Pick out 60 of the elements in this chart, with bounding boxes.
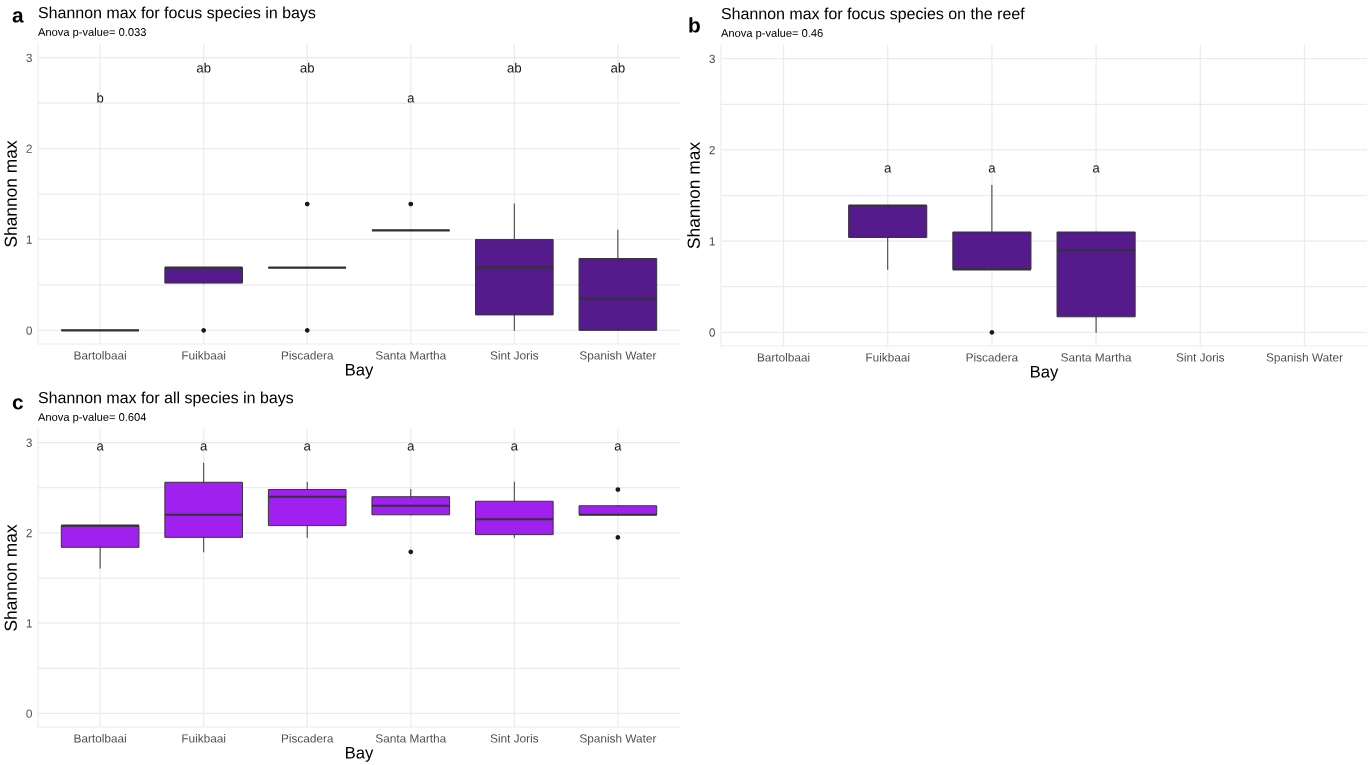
- y-tick-label: 3: [26, 53, 32, 63]
- x-axis-title: Bay: [346, 746, 374, 762]
- y-tick-label: 2: [26, 144, 32, 153]
- y-tick-label: 0: [26, 326, 32, 335]
- annotation: a: [1092, 165, 1100, 173]
- x-tick-label: Spanish Water: [1266, 352, 1343, 364]
- x-tick-label: Santa Martha: [1061, 352, 1132, 362]
- chart-title: Shannon max for focus species in bays: [38, 6, 316, 22]
- annotation: a: [884, 165, 892, 173]
- x-tick-label: Spanish Water: [579, 350, 657, 362]
- x-tick-label: Fuikbaai: [866, 352, 910, 362]
- annotation: a: [407, 443, 415, 451]
- x-axis-title: Bay: [1031, 365, 1059, 381]
- y-axis-title: Shannon max: [687, 142, 700, 249]
- x-tick-label: Bartolbaai: [757, 352, 810, 362]
- annotation: ab: [611, 62, 625, 73]
- annotation: a: [614, 443, 622, 451]
- annotation: ab: [300, 62, 315, 73]
- annotation: a: [511, 443, 518, 451]
- annotation: a: [407, 95, 415, 103]
- x-tick-label: Fuikbaai: [182, 733, 226, 743]
- x-tick-label: Sint Joris: [490, 350, 539, 360]
- text: a: [12, 11, 24, 23]
- y-tick-label: 0: [709, 328, 715, 337]
- y-axis-title: Shannon max: [4, 140, 17, 247]
- x-tick-label: Piscadera: [281, 733, 334, 743]
- chart-subtitle: Anova p-value= 0.604: [38, 412, 147, 424]
- x-tick-label: Spanish Water: [579, 733, 657, 745]
- chart-title: Shannon max for focus species on the reef: [721, 7, 1025, 23]
- x-tick-label: Sint Joris: [490, 733, 539, 743]
- y-tick-label: 3: [26, 438, 32, 447]
- y-tick-label: 1: [709, 237, 715, 246]
- annotation: a: [97, 443, 104, 451]
- x-tick-label: Bartolbaai: [74, 733, 126, 743]
- annotation: ab: [196, 62, 211, 73]
- y-tick-label: 0: [26, 709, 32, 718]
- y-tick-label: 3: [709, 54, 715, 64]
- chart-subtitle: Anova p-value= 0.033: [38, 27, 146, 39]
- annotation: ab: [507, 62, 522, 73]
- y-tick-label: 2: [709, 145, 715, 155]
- x-tick-label: Santa Martha: [375, 350, 447, 360]
- text: c: [12, 398, 23, 410]
- y-axis-title: Shannon max: [4, 524, 17, 631]
- x-tick-label: Piscadera: [281, 350, 334, 360]
- x-tick-label: Santa Martha: [375, 733, 447, 743]
- x-tick-label: Sint Joris: [1176, 352, 1225, 362]
- y-tick-label: 2: [26, 528, 32, 538]
- x-axis-title: Bay: [346, 363, 374, 379]
- x-tick-label: Bartolbaai: [74, 350, 126, 360]
- annotation: a: [304, 443, 311, 451]
- x-tick-label: Piscadera: [966, 352, 1019, 362]
- x-tick-label: Fuikbaai: [182, 350, 226, 360]
- chart-subtitle: Anova p-value= 0.46: [721, 28, 823, 40]
- annotation: a: [200, 443, 208, 451]
- annotation: a: [988, 165, 996, 173]
- y-tick-label: 1: [26, 619, 32, 628]
- text: b: [689, 17, 700, 33]
- annotation: b: [97, 92, 104, 103]
- y-tick-label: 1: [26, 235, 32, 244]
- chart-title: Shannon max for all species in bays: [38, 391, 294, 407]
